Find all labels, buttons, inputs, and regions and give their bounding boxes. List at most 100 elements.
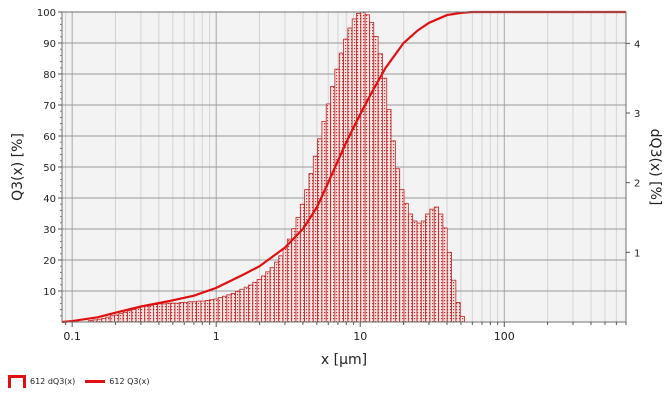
x-tick-label: 1 <box>213 330 220 343</box>
histogram-bar <box>356 12 362 323</box>
y-right-tick-label: 3 <box>634 109 640 120</box>
histogram-bar <box>330 86 336 323</box>
histogram-bar <box>351 18 357 323</box>
histogram-bar <box>416 222 422 323</box>
histogram-bar <box>256 279 262 323</box>
x-tick-label: 10 <box>353 330 367 343</box>
histogram-bar <box>226 294 232 323</box>
histogram-bar <box>248 284 254 323</box>
histogram-bar <box>299 203 306 323</box>
histogram-bar <box>382 77 388 323</box>
histogram-swatch-icon <box>8 375 26 388</box>
histogram-bar <box>131 309 137 323</box>
y-left-tick-label: 60 <box>43 132 56 143</box>
histogram-bar <box>140 306 146 323</box>
histogram-bar <box>144 305 150 323</box>
histogram-bar <box>174 302 180 323</box>
histogram-bar <box>360 11 366 323</box>
histogram-bar <box>451 279 457 323</box>
histogram-bar <box>122 311 128 323</box>
y-axis-left-label: Q3(x) [%] <box>10 133 26 201</box>
y-left-tick-label: 10 <box>43 287 56 298</box>
histogram-bar <box>187 301 193 323</box>
legend: 612 dQ3(x) 612 Q3(x) <box>8 375 159 388</box>
histogram-bar <box>261 275 267 323</box>
y-right-tick-label: 4 <box>634 39 640 50</box>
histogram-bar <box>446 251 452 323</box>
histogram-bar <box>170 302 176 323</box>
histogram-bar <box>304 189 310 323</box>
histogram-bar <box>420 220 427 323</box>
histogram-bar <box>230 293 236 323</box>
histogram-bar <box>273 261 280 323</box>
histogram-bar <box>312 155 318 323</box>
histogram-bar <box>282 247 288 323</box>
y-axis-right-label: dQ3(x) [%] <box>647 129 663 206</box>
histogram-bar <box>183 302 189 323</box>
histogram-bar <box>157 303 163 323</box>
histogram-bar <box>265 271 271 323</box>
histogram-bar <box>196 300 202 323</box>
legend-label-q3: 612 Q3(x) <box>109 377 150 386</box>
histogram-bar <box>204 300 210 323</box>
histogram-bar <box>433 206 439 323</box>
legend-label-dq3: 612 dQ3(x) <box>30 377 76 386</box>
histogram-bar <box>317 138 323 323</box>
histogram-bar <box>407 213 414 323</box>
histogram-bar <box>347 27 353 323</box>
histogram-bar <box>148 304 154 323</box>
q3-cumulative-line <box>61 10 626 324</box>
x-tick-label: 100 <box>494 330 515 343</box>
histogram-bar <box>412 220 418 323</box>
x-tick-label: 0.1 <box>63 330 81 343</box>
histogram-bar <box>235 290 241 323</box>
histogram-bar <box>308 173 314 323</box>
y-left-tick-label: 40 <box>43 194 56 205</box>
histogram-bar <box>377 53 383 323</box>
histogram-bar <box>127 310 133 323</box>
histogram-bar <box>343 38 349 323</box>
legend-item-dq3[interactable]: 612 dQ3(x) <box>8 375 75 388</box>
histogram-bar <box>425 213 431 323</box>
y-left-tick-label: 80 <box>43 70 56 81</box>
histogram-bar <box>442 227 448 323</box>
histogram-bar <box>165 302 172 323</box>
histogram-bar <box>239 288 245 323</box>
y-right-tick-label: 1 <box>634 248 640 259</box>
y-left-tick-label: 50 <box>43 163 56 174</box>
histogram-bar <box>321 120 327 323</box>
x-axis-label: x [µm] <box>321 352 367 368</box>
histogram-bar <box>200 300 206 323</box>
histogram-bar <box>403 203 409 323</box>
histogram-bar <box>399 189 405 323</box>
histogram-bar <box>286 238 293 323</box>
histogram-bar <box>334 68 340 323</box>
y-left-tick-label: 20 <box>43 256 56 267</box>
histogram-bar <box>243 286 249 323</box>
histogram-bar <box>459 316 465 323</box>
histogram-bar <box>152 304 159 323</box>
histogram-bar <box>386 109 392 323</box>
histogram-bar <box>369 22 375 323</box>
histogram-bar <box>109 315 115 323</box>
legend-item-q3[interactable]: 612 Q3(x) <box>85 377 149 386</box>
histogram-bar <box>269 267 275 323</box>
histogram-bar <box>338 52 344 323</box>
histogram-bar <box>278 255 284 323</box>
histogram-bar <box>178 302 185 323</box>
histogram-bar <box>429 208 435 323</box>
y-left-tick-label: 90 <box>43 39 56 50</box>
histogram-bar <box>213 298 219 323</box>
histogram-bar <box>438 213 444 323</box>
histogram-bar <box>209 299 215 323</box>
histogram-bar <box>118 313 124 323</box>
histogram-bar <box>373 35 379 323</box>
line-swatch-icon <box>85 380 106 383</box>
y-left-tick-label: 30 <box>43 225 56 236</box>
histogram-bar <box>135 307 141 323</box>
histogram-bar <box>325 103 331 323</box>
histogram-bar <box>364 14 370 323</box>
histogram-bar <box>390 140 396 323</box>
y-right-tick-label: 2 <box>634 179 640 190</box>
